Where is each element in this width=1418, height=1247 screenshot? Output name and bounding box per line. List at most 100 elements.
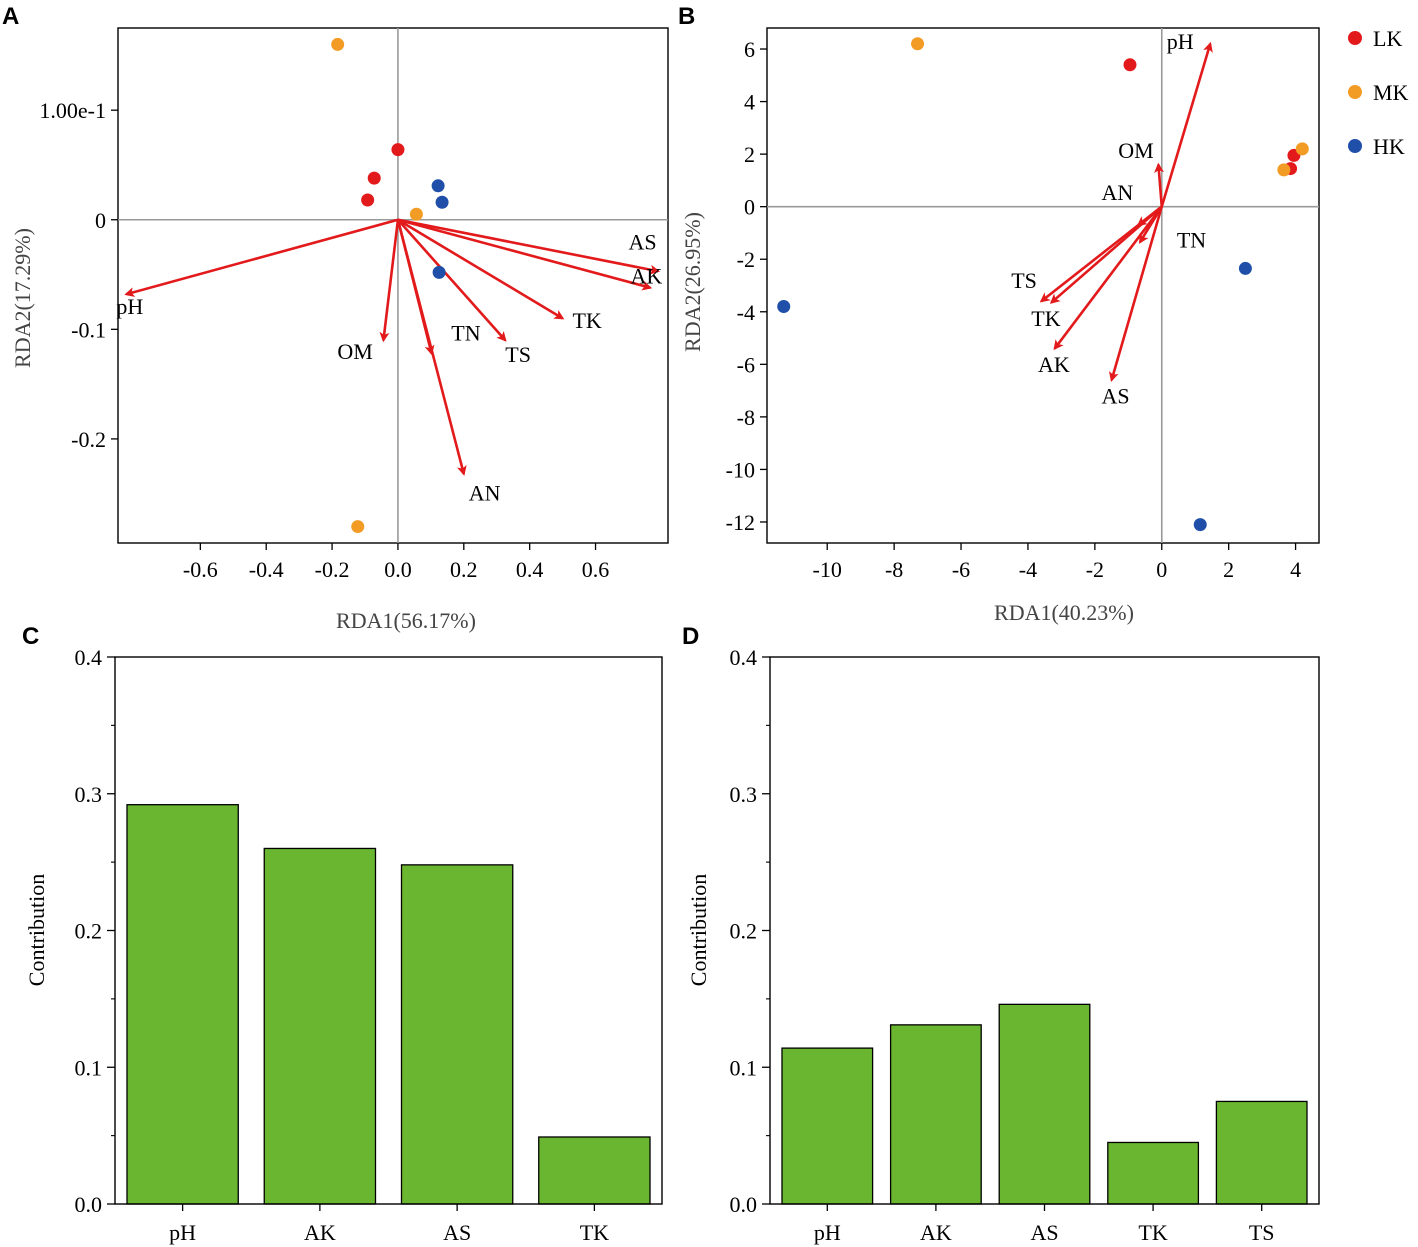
y-tick-label-1-c: 0.1 xyxy=(75,1055,103,1080)
point-lk-1-a xyxy=(391,143,405,157)
y-tick-label-7-b: -8 xyxy=(737,405,755,430)
arrow-om-b xyxy=(1154,162,1165,207)
x-tick-label-1-b: -8 xyxy=(885,557,903,582)
y-axis-title-a: RDA2(17.29%) xyxy=(10,228,35,368)
arrow-label-ts-b: TS xyxy=(1011,268,1037,293)
y-axis-title-c: Contribution xyxy=(24,874,49,986)
x-tick-label-tk-d: TK xyxy=(1138,1220,1167,1245)
x-tick-label-0-b: -10 xyxy=(813,557,842,582)
panel-letter-b: B xyxy=(678,3,695,30)
point-lk-1-b xyxy=(1123,58,1137,72)
arrow-om-a xyxy=(379,219,400,343)
arrow-label-an-b: AN xyxy=(1102,180,1134,205)
point-hk-9-a xyxy=(432,265,446,279)
y-ticks-d: 0.0 0.1 0.2 0.3 0.4 xyxy=(730,645,770,1217)
x-tick-label-ak-c: AK xyxy=(304,1220,336,1245)
arrow-label-tn-a: TN xyxy=(451,320,480,345)
bar-as-c xyxy=(400,864,514,1205)
x-tick-label-ph-c: pH xyxy=(169,1220,196,1245)
zero-lines-a xyxy=(118,28,668,543)
arrow-label-tk-a: TK xyxy=(572,308,601,333)
y-tick-label-3-d: 0.3 xyxy=(730,782,758,807)
panel-letter-d: D xyxy=(682,623,699,650)
arrow-ph-b xyxy=(1160,41,1213,208)
legend-marker-lk xyxy=(1348,31,1362,45)
arrow-ak-b xyxy=(1053,205,1163,351)
arrow-label-an-a: AN xyxy=(469,480,501,505)
x-ticks-a: -0.6 -0.4 -0.2 0.0 0.2 0.4 0.6 xyxy=(183,543,609,582)
panel-letter-c: C xyxy=(22,623,39,650)
legend-label-mk: MK xyxy=(1373,80,1409,105)
arrow-ak-a xyxy=(397,218,653,291)
bar-ak-c xyxy=(263,847,377,1205)
bar-tk-d xyxy=(1107,1141,1200,1205)
bar-ak-d xyxy=(889,1024,982,1205)
arrow-label-ak-b: AK xyxy=(1038,352,1070,377)
y-ticks-b: 6 4 2 0 -2 -4 -6 -8 -10 -12 xyxy=(726,37,767,535)
arrow-ts-a xyxy=(396,218,507,342)
x-tick-label-1-a: -0.4 xyxy=(249,557,284,582)
y-tick-label-0-c: 0.0 xyxy=(75,1192,103,1217)
x-tick-label-ph-d: pH xyxy=(814,1220,841,1245)
x-tick-label-6-a: 0.6 xyxy=(582,557,610,582)
x-tick-label-7-b: 4 xyxy=(1290,557,1301,582)
y-tick-label-2-b: 2 xyxy=(744,142,755,167)
y-tick-label-4-c: 0.4 xyxy=(75,645,103,670)
arrow-label-as-b: AS xyxy=(1102,384,1130,409)
y-tick-label-4-d: 0.4 xyxy=(730,645,758,670)
y-tick-label-0-a: 1.00e-1 xyxy=(39,98,106,123)
arrow-label-ph-b: pH xyxy=(1167,29,1194,54)
legend-marker-hk xyxy=(1348,139,1362,153)
y-tick-label-2-a: -0.1 xyxy=(71,317,106,342)
point-hk-8-a xyxy=(435,195,449,209)
bars-d xyxy=(781,1003,1308,1205)
x-tick-label-0-a: -0.6 xyxy=(183,557,218,582)
bar-ts-d xyxy=(1215,1100,1308,1205)
point-mk-5-a xyxy=(409,207,423,221)
panel-letter-a: A xyxy=(2,3,19,30)
point-hk-9-b xyxy=(1193,518,1207,532)
x-tick-label-as-c: AS xyxy=(443,1220,471,1245)
point-hk-7-b xyxy=(777,300,791,314)
bar-tk-c xyxy=(538,1136,651,1205)
y-tick-label-1-a: 0 xyxy=(95,208,106,233)
arrows-b: pH OM AN TN TS TK AK AS xyxy=(1011,29,1213,409)
arrow-ph-a xyxy=(124,218,399,297)
y-axis-title-b: RDA2(26.95%) xyxy=(680,212,705,352)
y-tick-label-9-b: -12 xyxy=(726,510,755,535)
x-tick-label-3-b: -4 xyxy=(1019,557,1037,582)
x-ticks-c: pH AK AS TK xyxy=(169,1204,609,1245)
y-tick-label-0-d: 0.0 xyxy=(730,1192,758,1217)
point-mk-4-b xyxy=(911,37,925,51)
x-tick-label-2-a: -0.2 xyxy=(315,557,350,582)
x-tick-label-tk-c: TK xyxy=(580,1220,609,1245)
y-axis-title-d: Contribution xyxy=(686,874,711,986)
x-ticks-d: pH AK AS TK TS xyxy=(814,1204,1275,1245)
x-axis-title-a: RDA1(56.17%) xyxy=(336,608,476,633)
point-mk-6-a xyxy=(351,520,365,534)
legend-label-lk: LK xyxy=(1373,26,1402,51)
point-mk-4-a xyxy=(331,37,345,51)
plot-frame-a xyxy=(117,27,669,544)
y-tick-label-4-b: -2 xyxy=(737,247,755,272)
x-axis-title-b: RDA1(40.23%) xyxy=(994,600,1134,625)
x-tick-label-4-a: 0.2 xyxy=(450,557,478,582)
y-ticks-c: 0.0 0.1 0.2 0.3 0.4 xyxy=(75,645,115,1217)
y-tick-label-8-b: -10 xyxy=(726,457,755,482)
arrows-a: pH AS AK TK TS TN OM AN xyxy=(116,218,662,505)
y-tick-label-1-b: 4 xyxy=(744,90,755,115)
arrow-tk-a xyxy=(397,218,565,320)
arrow-as-a xyxy=(397,218,661,275)
arrow-label-as-a: AS xyxy=(628,229,656,254)
rda-plot-a: A pH AS AK TK TS TN OM AN -0.6 -0.4 -0.2 0.0 0.2 0.4… xyxy=(2,3,669,633)
bar-chart-d: D pH AK AS TK TS 0.0 0.1 0.2 0.3 0.4 Contributio… xyxy=(682,623,1320,1245)
arrow-tk-b xyxy=(1049,205,1163,304)
point-lk-3-a xyxy=(361,193,375,207)
arrow-label-om-b: OM xyxy=(1118,138,1153,163)
point-hk-8-b xyxy=(1238,261,1252,275)
y-ticks-a: 1.00e-1 0 -0.1 -0.2 xyxy=(39,98,118,452)
arrow-label-om-a: OM xyxy=(337,339,372,364)
y-tick-label-2-c: 0.2 xyxy=(75,919,103,944)
x-tick-label-as-d: AS xyxy=(1030,1220,1058,1245)
